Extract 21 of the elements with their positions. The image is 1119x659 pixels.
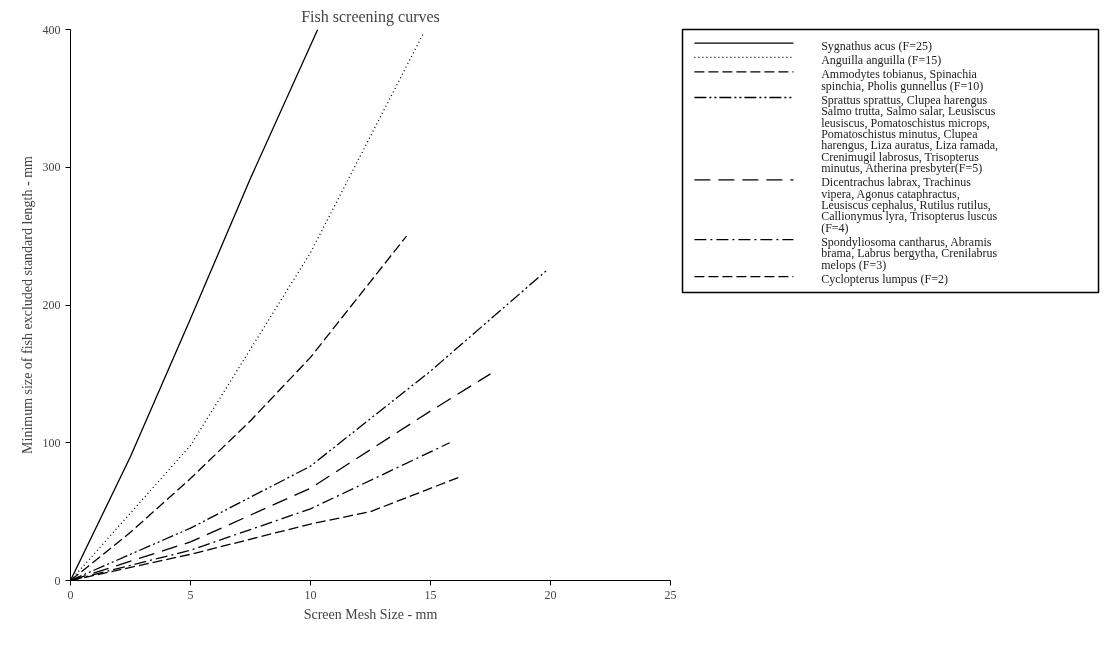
text: Ammodytes tobianus, Spinachia spinchia, Pholis gunnellus (F=10) [821, 67, 984, 93]
x-tick-label: 15 [424, 587, 437, 602]
x-tick-label: 10 [304, 587, 317, 602]
text: Spondyliosoma cantharus, Abramis brama, Labrus bergytha, Crenilabrus melops (F=3) [821, 235, 998, 272]
text: Sygnathus acus (F=25) [821, 38, 932, 53]
chart-title: Fish screening curves [301, 7, 440, 26]
x-tick-label: 20 [544, 587, 557, 602]
x-tick-label: 5 [187, 587, 194, 602]
text: Sprattus sprattus, Clupea harengus Salmo trutta, Salmo salar, Leusiscus leusiscus, Pomatoschistus microps, Pomatoschistus minutus, Clupea harengus, Liza auratus, Liza ramada, Crenimugil labrosus, Trisopterus minutus, Atherina presbyter(F=5) [821, 92, 999, 175]
x-axis-title: Screen Mesh Size - mm [303, 606, 438, 622]
text: Anguilla anguilla (F=15) [821, 52, 942, 67]
y-tick-label: 100 [42, 435, 61, 450]
y-axis-title: Minimum size of fish excluded standard length - mm [19, 155, 35, 454]
y-tick-label: 0 [54, 573, 61, 588]
x-tick-label: 0 [67, 587, 74, 602]
text: Dicentrachus labrax, Trachinus vipera, Agonus cataphractus, Leusiscus cephalus, Rutilus rutilus, Callionymus lyra, Trisopterus luscus (F=4) [821, 175, 998, 235]
y-tick-label: 300 [42, 160, 61, 175]
y-tick-label: 400 [42, 22, 61, 37]
y-tick-label: 200 [42, 298, 61, 312]
x-tick-label: 25 [664, 587, 677, 602]
text: Cyclopterus lumpus (F=2) [821, 272, 948, 287]
